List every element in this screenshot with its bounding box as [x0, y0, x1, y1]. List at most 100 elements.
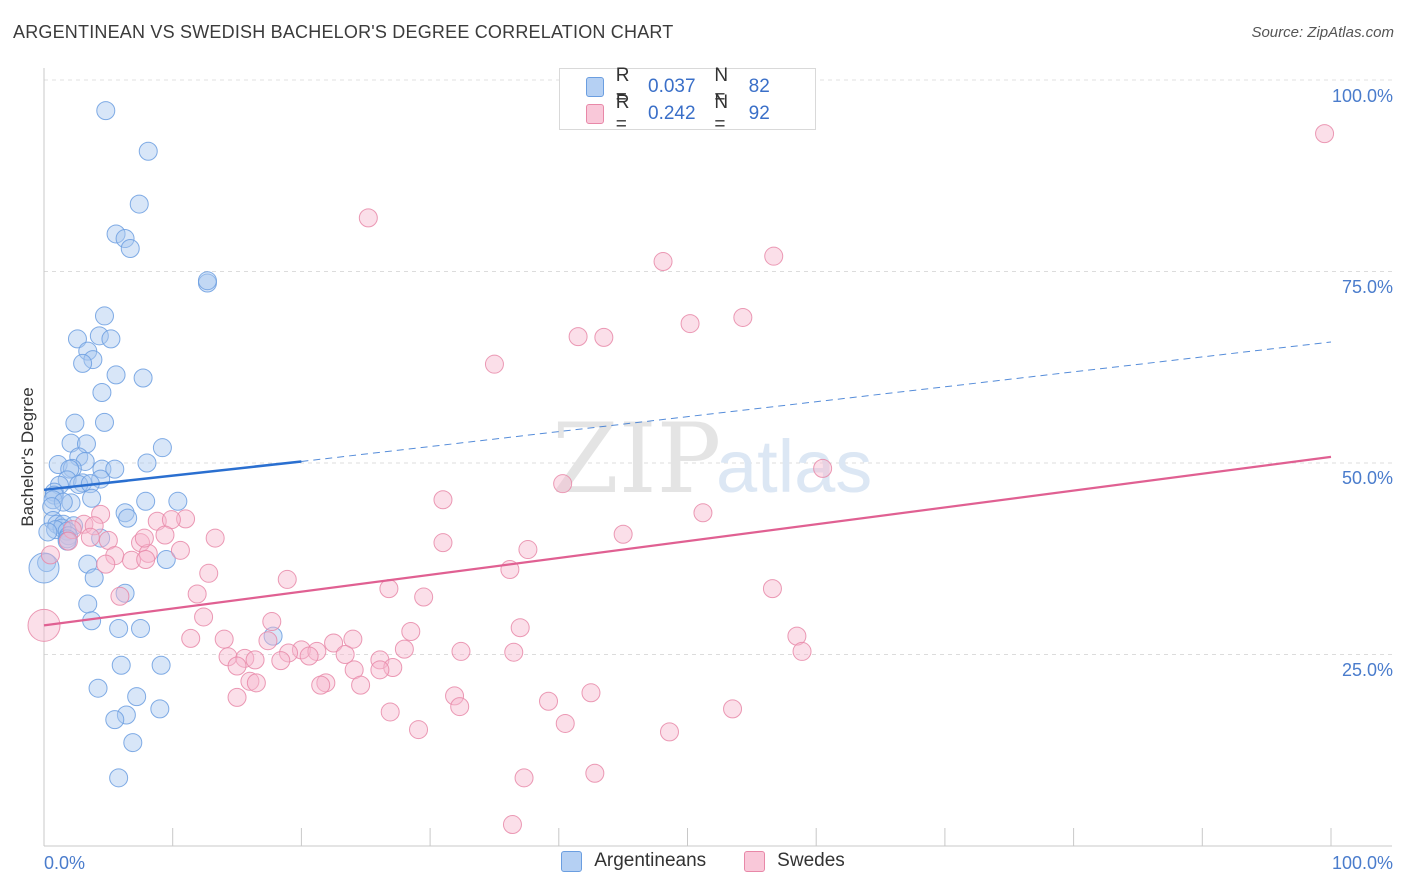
point-swedes	[594, 327, 614, 347]
point-swedes	[316, 673, 336, 693]
x-tick-label: 0.0%	[44, 853, 86, 873]
point-swedes	[553, 474, 573, 494]
trend-lines	[43, 341, 1332, 627]
point-argentineans	[92, 383, 112, 403]
point-swedes	[502, 815, 522, 835]
point-swedes	[433, 490, 453, 510]
point-swedes	[813, 458, 833, 478]
point-swedes	[585, 763, 605, 783]
point-swedes	[155, 525, 175, 545]
n-value: 82	[748, 76, 770, 97]
point-swedes	[279, 643, 299, 663]
point-swedes	[62, 520, 82, 540]
point-swedes	[409, 720, 429, 740]
point-argentineans	[109, 768, 129, 788]
point-swedes	[335, 645, 355, 664]
point-swedes	[214, 629, 234, 649]
point-argentineans	[138, 141, 158, 161]
swatch-argentineans	[561, 850, 583, 872]
point-swedes	[450, 697, 470, 717]
legend-label: Argentineans	[594, 850, 707, 871]
point-swedes	[291, 640, 311, 660]
point-argentineans	[116, 705, 136, 725]
point-argentineans	[73, 353, 93, 373]
point-argentineans	[136, 491, 156, 511]
point-swedes	[299, 646, 319, 666]
point-argentineans	[118, 508, 138, 528]
point-swedes	[414, 587, 434, 607]
point-swedes	[484, 354, 504, 374]
legend-label: Swedes	[777, 850, 845, 871]
point-swedes	[262, 612, 282, 632]
gridlines	[44, 79, 1392, 655]
swatch-swedes	[744, 850, 766, 872]
point-argentineans	[96, 101, 116, 121]
chart-source: Source: ZipAtlas.com	[1251, 24, 1394, 41]
y-tick-label: 75.0%	[1341, 277, 1393, 297]
point-swedes	[1315, 124, 1335, 144]
point-swedes	[581, 683, 601, 703]
point-swedes	[205, 528, 225, 548]
n-label: N =	[714, 92, 729, 135]
point-argentineans	[28, 552, 60, 584]
point-swedes	[96, 554, 116, 574]
point-swedes	[80, 527, 100, 547]
point-swedes	[653, 252, 673, 272]
swatch-swedes	[586, 104, 604, 124]
point-swedes	[787, 626, 807, 646]
point-argentineans	[92, 459, 112, 479]
point-swedes	[245, 650, 265, 670]
legend-row-argentineans: R = 0.037 N = 82	[586, 65, 815, 108]
point-argentineans	[111, 655, 131, 675]
point-argentineans	[129, 194, 149, 214]
r-value: 0.037	[648, 76, 696, 97]
swatch-argentineans	[586, 77, 604, 97]
point-swedes	[136, 550, 156, 570]
point-argentineans	[105, 710, 125, 730]
point-swedes	[358, 208, 378, 228]
point-swedes	[311, 675, 331, 695]
point-swedes	[433, 533, 453, 553]
point-swedes	[343, 629, 363, 649]
legend-item-argentineans[interactable]: Argentineans	[561, 850, 706, 872]
trend-line-swedes	[43, 455, 1332, 627]
point-argentineans	[151, 655, 171, 675]
point-argentineans	[94, 306, 114, 326]
y-axis-label: Bachelor's Degree	[18, 387, 37, 527]
point-swedes	[680, 314, 700, 334]
point-swedes	[351, 675, 371, 695]
point-argentineans	[67, 329, 87, 349]
point-argentineans	[120, 239, 140, 259]
point-swedes	[764, 246, 784, 266]
n-value: 92	[748, 103, 770, 124]
point-swedes	[370, 660, 390, 680]
point-swedes	[40, 545, 60, 565]
point-swedes	[324, 633, 344, 653]
point-swedes	[122, 550, 142, 570]
point-swedes	[514, 768, 534, 788]
point-argentineans	[106, 224, 126, 244]
point-argentineans	[42, 497, 62, 517]
point-argentineans	[123, 733, 143, 753]
y-tick-label: 25.0%	[1341, 660, 1393, 680]
point-argentineans	[168, 491, 188, 511]
point-swedes	[110, 586, 130, 606]
point-argentineans	[91, 528, 111, 548]
watermark-atlas: atlas	[716, 425, 872, 508]
point-swedes	[258, 631, 278, 651]
point-argentineans	[83, 350, 103, 370]
point-swedes	[451, 641, 471, 661]
point-swedes	[539, 691, 559, 711]
legend-row-swedes: R = 0.242 N = 92	[586, 92, 815, 135]
point-swedes	[445, 686, 465, 706]
point-argentineans	[88, 678, 108, 698]
point-argentineans	[150, 699, 170, 719]
point-swedes	[613, 524, 633, 544]
point-argentineans	[152, 438, 172, 458]
point-swedes	[240, 671, 260, 691]
point-swedes	[693, 503, 713, 523]
legend-item-swedes[interactable]: Swedes	[744, 850, 845, 872]
point-swedes	[84, 516, 104, 536]
y-tick-label: 100.0%	[1331, 86, 1393, 106]
